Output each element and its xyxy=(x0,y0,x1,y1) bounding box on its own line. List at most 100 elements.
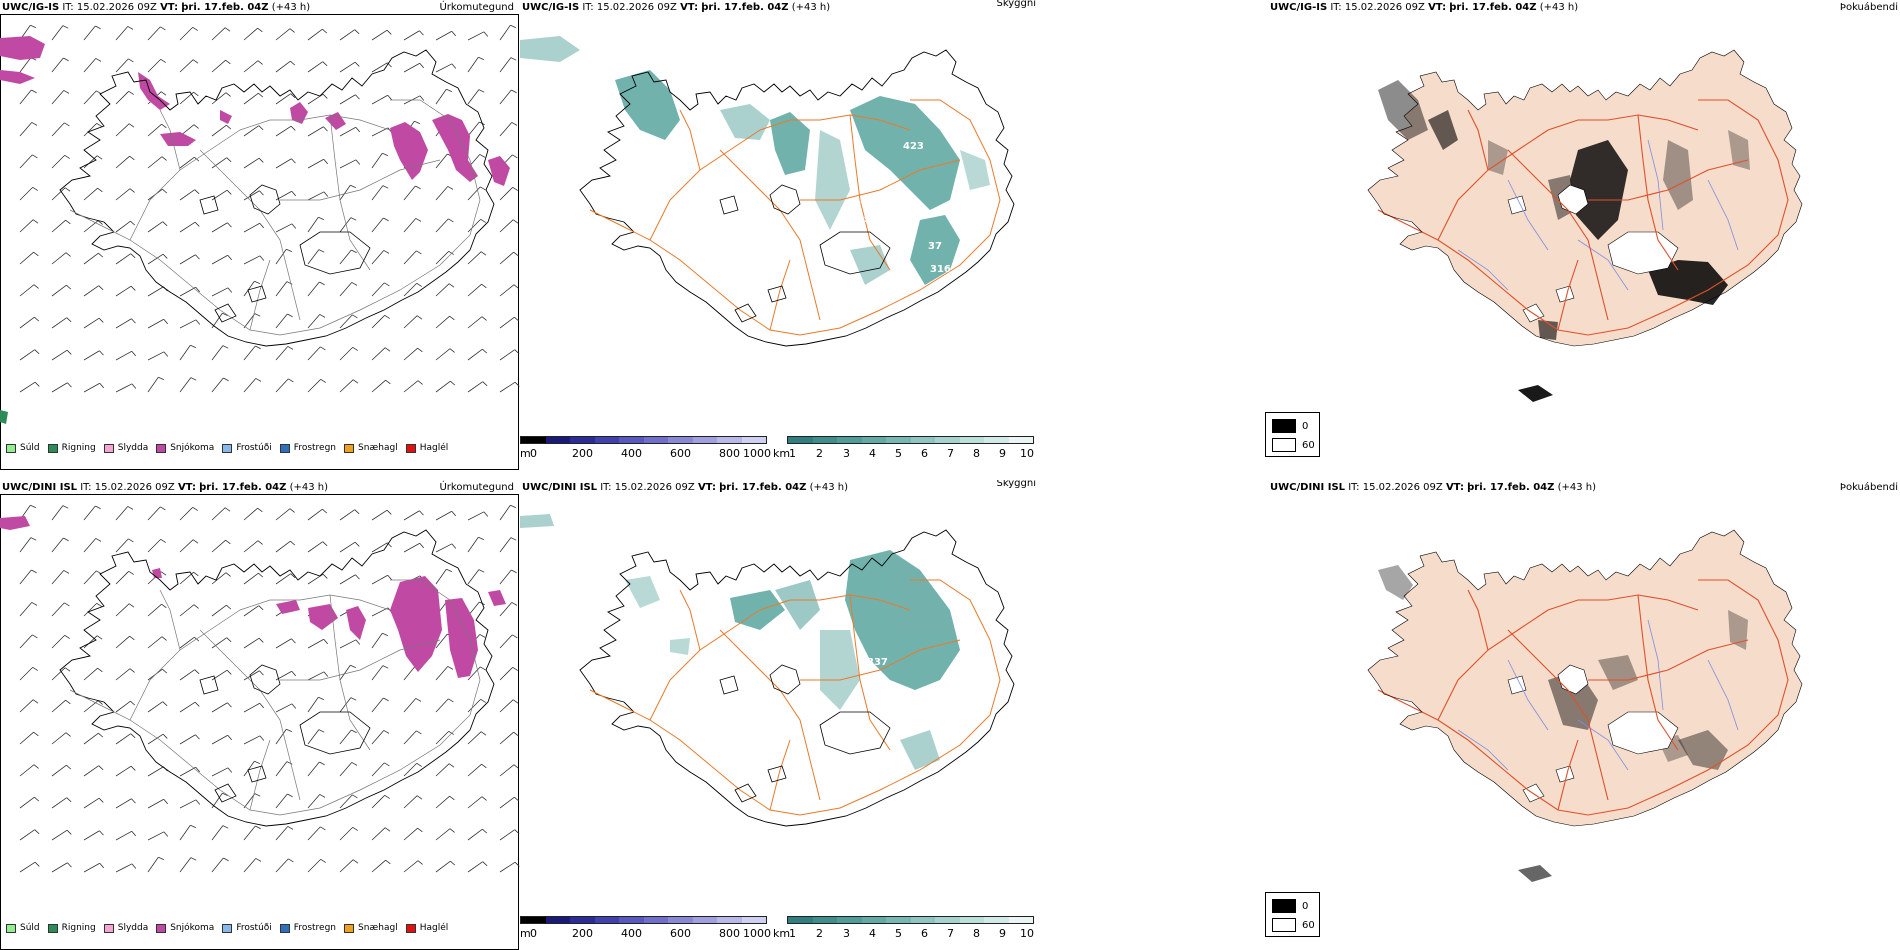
visibility-scale-bar xyxy=(787,916,1034,924)
vt-value: þri. 17.feb. 04Z xyxy=(1467,482,1555,493)
legend-swatch xyxy=(344,923,355,933)
panel-title-visibility: Skyggni xyxy=(996,0,1036,9)
height-scale-bar xyxy=(520,436,767,444)
precip-legend: Súld Rigning Slydda Snjókoma Frostúði Fr… xyxy=(6,443,448,453)
legend-swatch xyxy=(47,443,58,453)
legend-item-frostregn: Frostregn xyxy=(279,923,336,933)
legend-swatch xyxy=(222,923,233,933)
vis-tick: 10 xyxy=(1020,447,1034,460)
it-label: IT: xyxy=(62,2,74,13)
vis-label: 299 xyxy=(850,214,871,225)
legend-swatch xyxy=(103,443,114,453)
it-label: IT: xyxy=(80,482,92,493)
wind-barbs xyxy=(19,24,520,393)
legend-item-haglel: Haglél xyxy=(405,443,448,453)
it-value: 15.02.2026 09Z xyxy=(76,2,157,13)
vis-tick: 7 xyxy=(947,927,954,940)
legend-item-sudd: Súld xyxy=(6,443,40,453)
legend-swatch xyxy=(6,923,16,933)
vt-value: þri. 17.feb. 04Z xyxy=(199,482,287,493)
vis-tick: 9 xyxy=(999,927,1006,940)
legend-item-sudd: Súld xyxy=(6,923,40,933)
iceland-outline xyxy=(59,49,495,347)
roads xyxy=(589,579,1001,816)
rivers xyxy=(1457,619,1739,771)
run-header: UWC/IG-IS IT: 15.02.2026 09Z VT: þri. 17… xyxy=(522,2,830,13)
legend-item-slydda: Slydda xyxy=(103,923,148,933)
vis-tick: 9 xyxy=(999,447,1006,460)
legend-item-haglel: Haglél xyxy=(405,923,448,933)
vis-tick: 7 xyxy=(947,447,954,460)
offset: (+43 h) xyxy=(289,482,329,493)
vis-tick: 10 xyxy=(1020,927,1034,940)
vt-value: þri. 17.feb. 04Z xyxy=(701,2,789,13)
snow-areas xyxy=(0,516,506,678)
vt-label: VT: xyxy=(680,2,699,13)
iceland-outline xyxy=(1367,529,1803,827)
vis-scale-unit: km xyxy=(773,927,791,940)
glaciers xyxy=(199,664,371,803)
vis-tick: 4 xyxy=(869,927,876,940)
legend-swatch xyxy=(156,923,167,933)
precip-panel-bottom: UWC/DINI ISL IT: 15.02.2026 09Z VT: þri.… xyxy=(0,480,520,950)
precip-legend: Súld Rigning Slydda Snjókoma Frostúði Fr… xyxy=(6,923,448,933)
vis-tick: 1 xyxy=(789,927,796,940)
glaciers xyxy=(719,184,891,323)
model-name: UWC/IG-IS xyxy=(522,2,580,13)
it-value: 15.02.2026 09Z xyxy=(596,2,677,13)
fog-legend-row: 60 xyxy=(1272,438,1315,452)
it-value: 15.02.2026 09Z xyxy=(614,482,695,493)
rivers xyxy=(1457,139,1739,291)
vt-label: VT: xyxy=(1445,482,1464,493)
legend-item-snjokoma: Snjókoma xyxy=(156,923,214,933)
legend-swatch xyxy=(6,443,16,453)
legend-item-frostudi: Frostúði xyxy=(222,443,272,453)
run-header: UWC/IG-IS IT: 15.02.2026 09Z VT: þri. 17… xyxy=(2,2,310,13)
run-header: UWC/DINI ISL IT: 15.02.2026 09Z VT: þri.… xyxy=(522,482,848,493)
vis-tick: 4 xyxy=(869,447,876,460)
glaciers xyxy=(199,184,371,323)
fog-legend-row: 0 xyxy=(1272,419,1308,433)
vt-value: þri. 17.feb. 04Z xyxy=(1449,2,1537,13)
vt-label: VT: xyxy=(160,2,179,13)
roads xyxy=(69,99,481,336)
vis-label: 316 xyxy=(930,264,951,275)
legend-item-frostregn: Frostregn xyxy=(279,443,336,453)
vis-label: 423 xyxy=(903,141,924,152)
it-value: 15.02.2026 09Z xyxy=(94,482,175,493)
precip-other xyxy=(0,410,8,424)
vt-label: VT: xyxy=(1428,2,1447,13)
vis-label: 378 xyxy=(860,195,881,206)
glaciers xyxy=(719,664,891,803)
offset: (+43 h) xyxy=(1539,2,1579,13)
vis-tick: 5 xyxy=(895,927,902,940)
roads xyxy=(1377,99,1789,336)
offset: (+43 h) xyxy=(791,2,831,13)
vis-tick: 6 xyxy=(921,447,928,460)
panel-title-precip: Úrkomutegund xyxy=(439,2,514,13)
legend-item-snaehagl: Snæhagl xyxy=(344,923,398,933)
height-tick: 800 xyxy=(719,927,740,940)
precip-map-bottom xyxy=(0,504,520,873)
it-value: 15.02.2026 09Z xyxy=(1362,482,1443,493)
low-visibility-areas xyxy=(520,36,990,285)
fog-legend: 0 60 xyxy=(1265,412,1320,457)
fog-legend: 0 60 xyxy=(1265,892,1320,937)
roads xyxy=(1377,579,1789,816)
vis-tick: 8 xyxy=(973,927,980,940)
vis-label: 37 xyxy=(928,241,942,252)
wind-barbs xyxy=(19,504,520,873)
it-label: IT: xyxy=(600,482,612,493)
vis-tick: 2 xyxy=(816,927,823,940)
it-label: IT: xyxy=(1330,2,1342,13)
vis-tick: 8 xyxy=(973,447,980,460)
height-tick: 600 xyxy=(670,447,691,460)
vt-label: VT: xyxy=(177,482,196,493)
run-header: UWC/IG-IS IT: 15.02.2026 09Z VT: þri. 17… xyxy=(1270,2,1578,13)
height-tick: 800 xyxy=(719,447,740,460)
height-tick: 1000 xyxy=(743,927,771,940)
it-label: IT: xyxy=(582,2,594,13)
fog-map-bottom xyxy=(1367,529,1803,882)
legend-swatch xyxy=(103,923,114,933)
model-name: UWC/DINI ISL xyxy=(2,482,78,493)
